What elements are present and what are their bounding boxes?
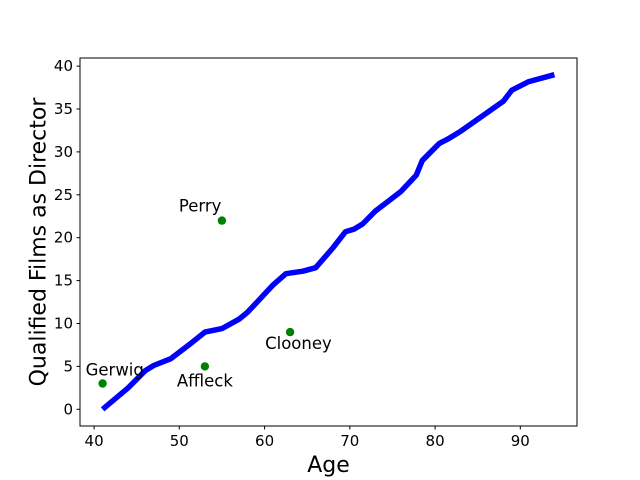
x-tick-label-70: 70 (340, 432, 359, 450)
y-tick-label-5: 5 (63, 357, 73, 375)
scatter-dot-perry (217, 216, 227, 225)
y-tick-label-15: 15 (54, 272, 73, 290)
scatter-dot-affleck (200, 362, 210, 371)
y-axis-label: Qualified Films as Director (26, 97, 52, 387)
y-tick-label-40: 40 (54, 57, 73, 75)
y-tick-label-0: 0 (63, 400, 73, 418)
annotation-label-affleck: Affleck (177, 371, 233, 390)
scatter-dot-clooney (285, 327, 295, 337)
annotation-label-gerwig: Gerwig (86, 361, 144, 380)
cumulative-qualified-films-line (100, 72, 556, 412)
scatter-dot-gerwig (98, 379, 107, 388)
plot-border (79, 57, 578, 427)
y-tick-label-35: 35 (54, 100, 73, 118)
y-tick-label-20: 20 (54, 229, 73, 247)
x-tick-label-50: 50 (170, 432, 189, 450)
y-tick-label-30: 30 (54, 143, 73, 161)
x-tick-label-90: 90 (511, 432, 530, 450)
annotation-label-clooney: Clooney (265, 334, 332, 353)
x-tick-label-80: 80 (426, 432, 445, 450)
y-tick-label-25: 25 (54, 186, 73, 204)
x-tick-label-60: 60 (255, 432, 274, 450)
x-tick-label-40: 40 (85, 432, 104, 450)
annotation-label-perry: Perry (179, 197, 222, 216)
y-tick-label-10: 10 (54, 315, 73, 333)
x-axis-label: Age (307, 453, 350, 478)
